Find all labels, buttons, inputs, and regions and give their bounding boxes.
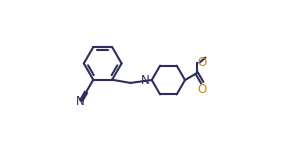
Text: N: N [141, 74, 150, 87]
Text: O: O [197, 83, 207, 96]
Text: N: N [76, 95, 85, 109]
Text: O: O [197, 56, 206, 69]
